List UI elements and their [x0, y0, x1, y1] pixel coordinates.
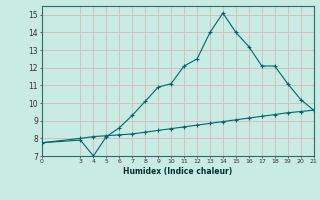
X-axis label: Humidex (Indice chaleur): Humidex (Indice chaleur) — [123, 167, 232, 176]
